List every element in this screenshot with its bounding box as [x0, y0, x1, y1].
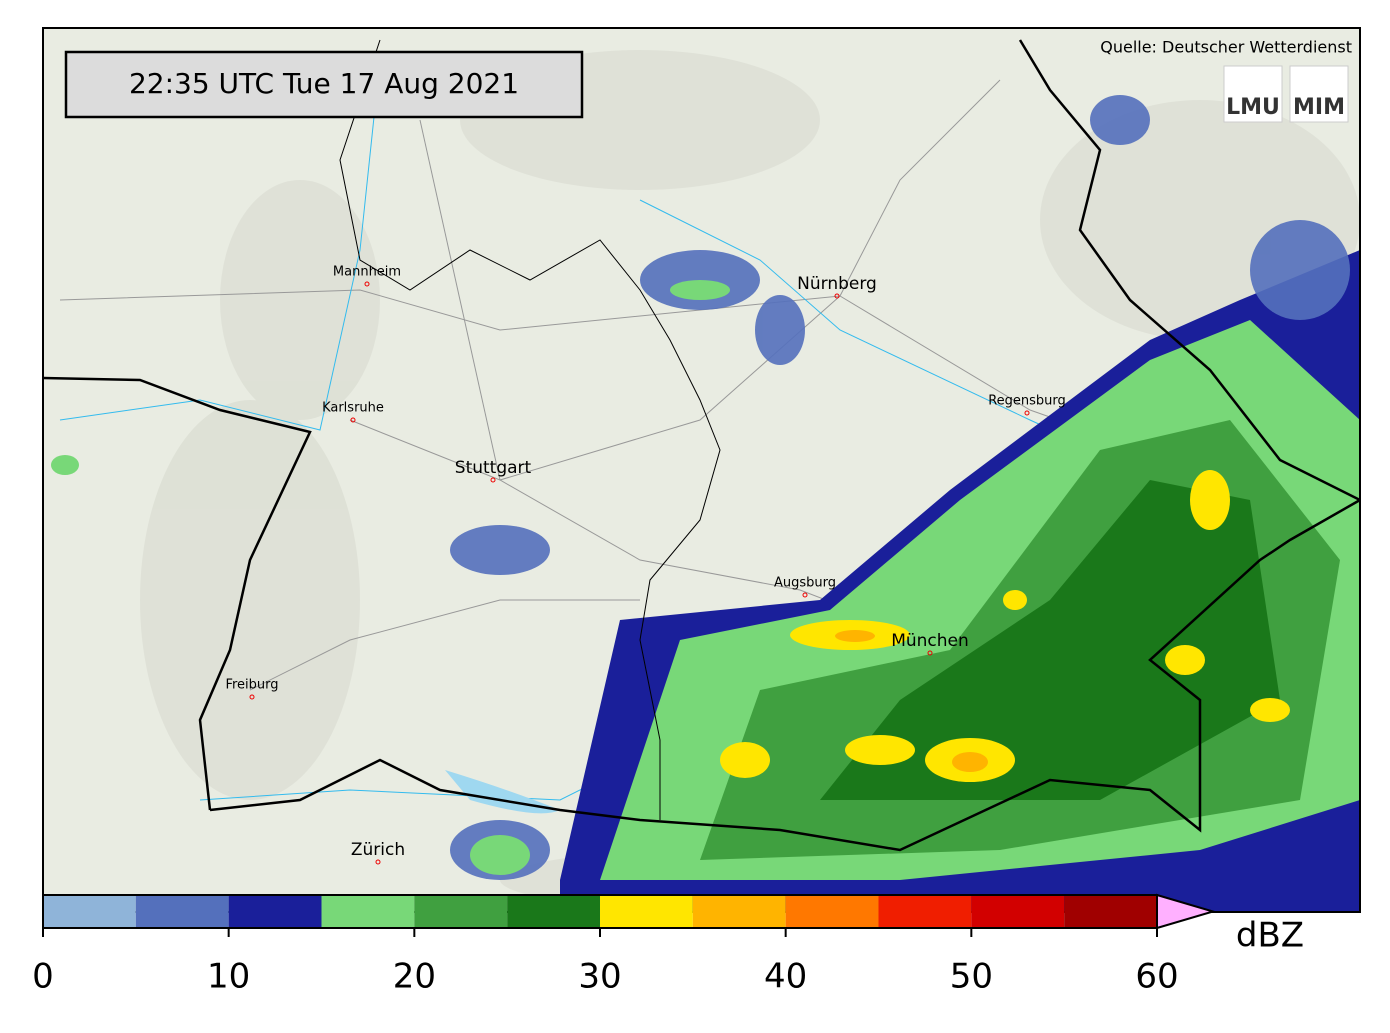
colorbar-tick-label: 40 — [764, 957, 807, 997]
city-marker — [802, 592, 808, 598]
colorbar-segment — [321, 895, 415, 928]
colorbar-tick-label: 30 — [578, 957, 621, 997]
colorbar: 0 10 20 30 40 50 60 dBZ — [32, 893, 1304, 997]
city-label: Augsburg — [774, 576, 836, 591]
city-label: Mannheim — [333, 265, 401, 280]
colorbar-segment — [135, 895, 229, 928]
city-marker — [490, 477, 496, 483]
city-marker — [249, 694, 255, 700]
colorbar-segment — [785, 895, 879, 928]
colorbar-segment — [43, 895, 136, 928]
precipitation — [51, 95, 1360, 912]
colorbar-tick-label: 0 — [32, 957, 54, 997]
colorbar-tick-label: 60 — [1135, 957, 1178, 997]
city-label: Stuttgart — [455, 458, 532, 478]
source: Quelle: Deutscher Wetterdienst — [1100, 38, 1352, 57]
colorbar-segment — [971, 895, 1065, 928]
colorbar-unit: dBZ — [1236, 916, 1304, 956]
logo: LMU — [1226, 95, 1280, 120]
city-marker — [1024, 410, 1030, 416]
logo: MIM — [1293, 95, 1345, 120]
city-marker — [350, 417, 356, 423]
city-label: Regensburg — [988, 394, 1066, 409]
colorbar-segment — [600, 895, 693, 928]
city-label: Zürich — [351, 840, 405, 860]
colorbar-segment — [878, 895, 972, 928]
city-marker — [364, 281, 370, 287]
lake — [445, 770, 560, 814]
state-borders — [339, 39, 721, 820]
colorbar-tick-label: 10 — [207, 957, 250, 997]
colorbar-segment — [414, 895, 508, 928]
timestamp: 22:35 UTC Tue 17 Aug 2021 — [129, 67, 519, 100]
city-marker — [927, 650, 933, 656]
city-label: Nürnberg — [797, 274, 877, 294]
map — [43, 28, 1360, 912]
colorbar-tick-label: 20 — [393, 957, 436, 997]
logo-box — [1223, 65, 1283, 123]
city-label: Freiburg — [225, 678, 278, 693]
colorbar-segment — [507, 895, 600, 928]
colorbar-segment — [692, 895, 786, 928]
city-marker — [834, 293, 840, 299]
colorbar-segment — [228, 895, 322, 928]
city-marker — [375, 859, 381, 865]
city-labels: Mannheim Nürnberg Karlsruhe Regensburg Stutt… — [225, 265, 1066, 865]
country-borders — [43, 39, 1360, 852]
colorbar-tick-label: 50 — [950, 957, 993, 997]
timestamp-box — [64, 50, 584, 119]
logo-box — [1289, 65, 1349, 123]
colorbar-segment — [1064, 895, 1157, 928]
city-label: München — [891, 631, 969, 651]
city-label: Karlsruhe — [322, 401, 384, 416]
